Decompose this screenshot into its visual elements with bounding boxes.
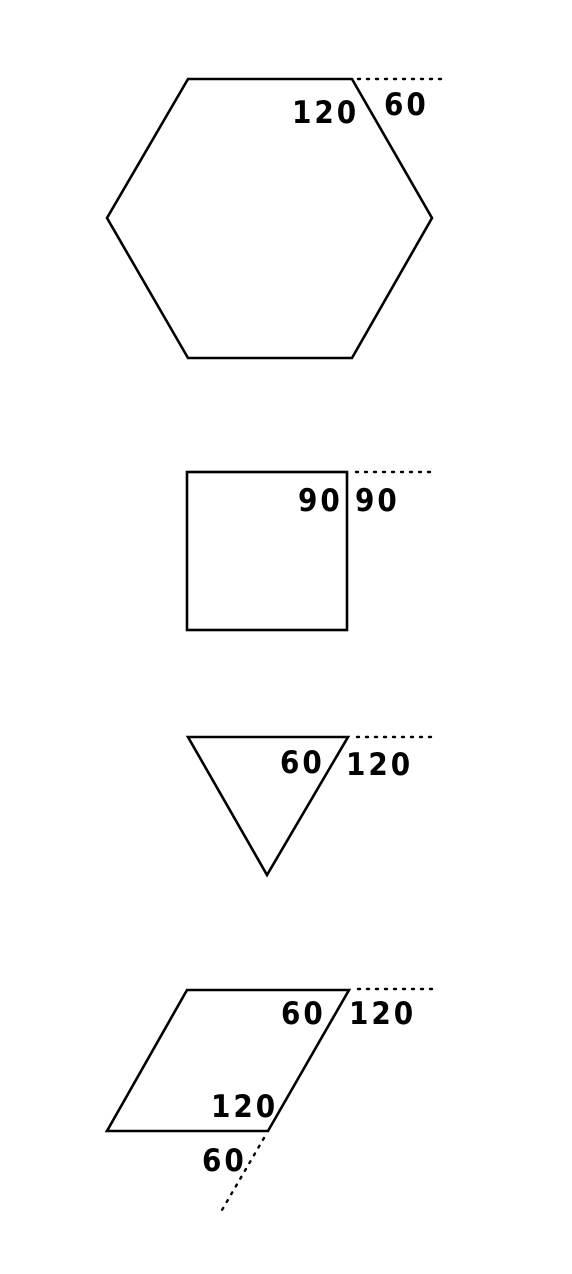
- rhombus-top-exterior-angle: 120: [349, 996, 416, 1032]
- square-figure: 90 90: [185, 470, 438, 632]
- rhombus-bottom-exterior-angle: 60: [202, 1143, 247, 1179]
- rhombus-top-interior-angle: 60: [281, 996, 326, 1032]
- hexagon-figure: 120 60: [105, 77, 444, 360]
- rhombus-bottom-interior-angle: 120: [211, 1089, 278, 1125]
- square-shape: [185, 470, 349, 632]
- triangle-interior-angle: 60: [280, 745, 325, 781]
- hexagon-shape: [105, 77, 434, 360]
- square-exterior-angle: 90: [355, 483, 400, 519]
- rhombus-figure: 60 120 120 60: [104, 987, 438, 1212]
- triangle-exterior-angle: 120: [346, 747, 413, 783]
- hexagon-exterior-angle: 60: [384, 87, 429, 123]
- triangle-figure: 60 120: [185, 735, 438, 878]
- square-interior-angle: 90: [298, 483, 343, 519]
- rhombus-shape: [104, 988, 352, 1133]
- hexagon-interior-angle: 120: [292, 95, 359, 131]
- triangle-shape: [185, 735, 351, 878]
